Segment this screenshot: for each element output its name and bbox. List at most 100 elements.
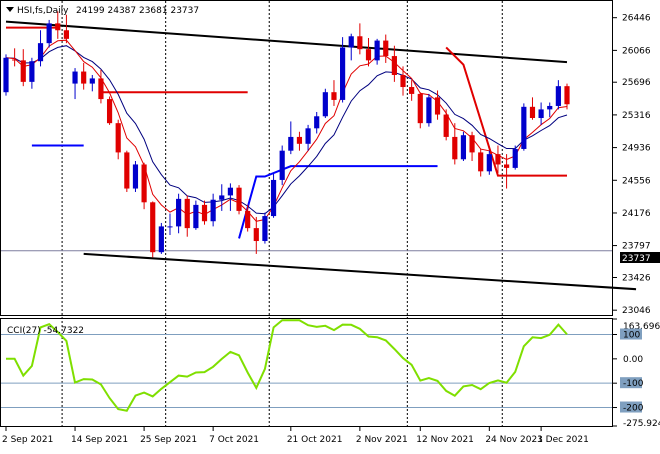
ohlc-label: 24199 24387 23681 23737	[76, 6, 199, 16]
x-tick-label: 14 Sep 2021	[71, 435, 128, 445]
bear-candle-body	[236, 187, 242, 211]
cci-label: CCI(27) -54.7322	[7, 326, 84, 336]
bear-candle-body	[12, 59, 18, 61]
bear-candle-body	[253, 228, 259, 242]
bull-candle-body	[460, 135, 467, 160]
cci-line	[6, 319, 568, 412]
cci-level-flag	[620, 328, 642, 340]
bear-candle-body	[98, 78, 104, 100]
bull-candle-body	[132, 164, 139, 189]
axis-layer: 26446 26066 25696 25316 24936 24556 24176 23797…	[2, 14, 660, 445]
bull-candle-body	[322, 92, 328, 117]
bear-candle-body	[20, 60, 26, 82]
bull-candle-body	[89, 78, 95, 84]
bear-candle-body	[365, 49, 372, 61]
bull-candle-body	[547, 105, 553, 110]
cci-y-tick-label: 100	[623, 331, 640, 341]
bull-candle-body	[193, 204, 199, 229]
bull-candle-body	[72, 71, 78, 84]
bull-candle-body	[512, 148, 518, 168]
bull-candle-body	[176, 198, 182, 227]
price-y-tick-label: 25316	[622, 111, 651, 121]
bear-candle-body	[141, 164, 147, 203]
bull-candle-body	[521, 106, 527, 149]
bear-candle-body	[452, 136, 458, 160]
price-y-tick-label: 23797	[622, 242, 651, 252]
trailing-stop-line	[238, 165, 438, 239]
bear-candle-body	[391, 56, 397, 75]
lower-channel-line	[83, 252, 637, 291]
bear-candle-body	[409, 87, 415, 94]
bear-candle-body	[503, 164, 510, 168]
bear-candle-body	[81, 71, 87, 84]
bear-candle-body	[63, 30, 70, 39]
trailing-stop-line	[445, 46, 567, 177]
cci-level-flag	[620, 401, 642, 413]
bear-candle-body	[150, 202, 156, 253]
price-panel-frame	[0, 0, 613, 316]
collapse-triangle-icon[interactable]	[6, 7, 14, 12]
bull-candle-body	[3, 57, 9, 93]
bear-candle-body	[55, 23, 61, 31]
price-y-tick-label: 25696	[622, 78, 651, 88]
bull-candle-body	[279, 150, 285, 180]
bull-candle-body	[46, 23, 52, 44]
last-price-flag	[620, 252, 660, 263]
x-tick-label: 2 Sep 2021	[2, 435, 53, 445]
bull-candle-body	[270, 179, 277, 217]
cci-y-tick-label: -275.924	[623, 419, 660, 429]
bull-candle-body	[262, 216, 268, 242]
price-y-tick-label: 23426	[622, 273, 651, 283]
bear-candle-body	[296, 136, 303, 144]
bull-candle-body	[486, 154, 492, 172]
bull-candle-body	[158, 226, 164, 253]
bear-candle-body	[201, 204, 208, 222]
bull-candle-body	[210, 199, 216, 222]
price-y-tick-label: 24176	[622, 209, 651, 219]
bear-candle-body	[564, 86, 570, 105]
bull-candle-body	[219, 195, 225, 200]
x-tick-label: 12 Nov 2021	[416, 435, 474, 445]
bear-candle-body	[400, 74, 406, 88]
bear-candle-body	[469, 135, 475, 153]
bear-candle-body	[245, 210, 251, 229]
price-y-tick-label: 24556	[622, 176, 651, 186]
x-tick-label: 21 Oct 2021	[287, 435, 343, 445]
bear-candle-body	[478, 152, 484, 172]
price-y-tick-label: 26446	[622, 14, 651, 24]
price-y-tick-label: 24936	[622, 144, 651, 154]
bull-candle-body	[555, 86, 561, 106]
symbol-label: HSI,fs,Daily	[17, 6, 69, 16]
bull-candle-body	[288, 136, 294, 151]
x-tick-label: 24 Nov 2021	[485, 435, 543, 445]
bull-candle-body	[227, 187, 233, 196]
cci-y-tick-label: -100	[623, 379, 644, 389]
x-tick-label: 3 Dec 2021	[537, 435, 589, 445]
cci-y-tick-label: 0.00	[623, 355, 643, 365]
cci-panel-frame	[0, 318, 613, 427]
bear-candle-body	[115, 123, 121, 153]
bear-candle-body	[106, 99, 113, 124]
bear-candle-body	[443, 114, 449, 137]
bear-candle-body	[357, 36, 363, 50]
bull-candle-body	[348, 36, 354, 48]
bull-candle-body	[305, 128, 311, 144]
price-y-tick-label: 23046	[622, 306, 651, 316]
bear-candle-body	[184, 198, 190, 229]
bear-candle-body	[124, 152, 130, 189]
cci-level-flag	[620, 377, 642, 389]
bull-candle-body	[37, 43, 44, 62]
bear-candle-body	[417, 93, 423, 124]
x-tick-label: 2 Nov 2021	[356, 435, 408, 445]
candlestick-series	[3, 11, 570, 258]
slow-moving-average-line	[5, 45, 568, 215]
bull-candle-body	[167, 226, 173, 228]
bear-candle-body	[495, 154, 501, 165]
cci-y-tick-label: -200	[623, 404, 644, 414]
bull-candle-body	[426, 97, 432, 124]
bull-candle-body	[340, 47, 346, 100]
cci-y-tick-label: 163.6968	[623, 322, 660, 332]
last-price-label: 23737	[622, 254, 651, 264]
